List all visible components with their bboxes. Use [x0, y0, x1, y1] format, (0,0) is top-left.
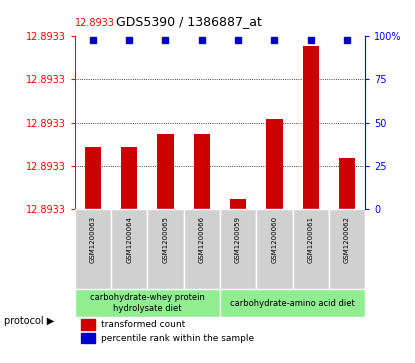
- Text: protocol ▶: protocol ▶: [4, 316, 54, 326]
- Text: GDS5390 / 1386887_at: GDS5390 / 1386887_at: [116, 15, 262, 28]
- FancyBboxPatch shape: [111, 209, 147, 289]
- Text: transformed count: transformed count: [101, 320, 185, 329]
- Bar: [303, 46, 319, 209]
- FancyBboxPatch shape: [329, 209, 365, 289]
- Bar: [339, 159, 355, 209]
- Text: GSM1200065: GSM1200065: [163, 216, 168, 262]
- FancyBboxPatch shape: [75, 209, 111, 289]
- Text: GSM1200063: GSM1200063: [90, 216, 96, 263]
- FancyBboxPatch shape: [256, 209, 293, 289]
- Bar: [121, 147, 137, 209]
- Text: carbohydrate-amino acid diet: carbohydrate-amino acid diet: [230, 299, 355, 308]
- Bar: [194, 134, 210, 209]
- Bar: [81, 319, 95, 330]
- Bar: [266, 119, 283, 209]
- Text: GSM1200059: GSM1200059: [235, 216, 241, 262]
- Text: GSM1200061: GSM1200061: [308, 216, 314, 263]
- Text: GSM1200066: GSM1200066: [199, 216, 205, 263]
- Bar: [230, 199, 246, 209]
- FancyBboxPatch shape: [183, 209, 220, 289]
- FancyBboxPatch shape: [293, 209, 329, 289]
- FancyBboxPatch shape: [220, 209, 256, 289]
- Text: GSM1200062: GSM1200062: [344, 216, 350, 262]
- Bar: [81, 333, 95, 343]
- Bar: [85, 147, 101, 209]
- Text: percentile rank within the sample: percentile rank within the sample: [101, 334, 254, 343]
- FancyBboxPatch shape: [220, 289, 365, 317]
- Text: GSM1200060: GSM1200060: [271, 216, 277, 263]
- Bar: [157, 134, 173, 209]
- Text: 12.8933: 12.8933: [75, 17, 115, 28]
- Text: GSM1200064: GSM1200064: [126, 216, 132, 262]
- Text: carbohydrate-whey protein
hydrolysate diet: carbohydrate-whey protein hydrolysate di…: [90, 294, 205, 313]
- FancyBboxPatch shape: [147, 209, 183, 289]
- FancyBboxPatch shape: [75, 289, 220, 317]
